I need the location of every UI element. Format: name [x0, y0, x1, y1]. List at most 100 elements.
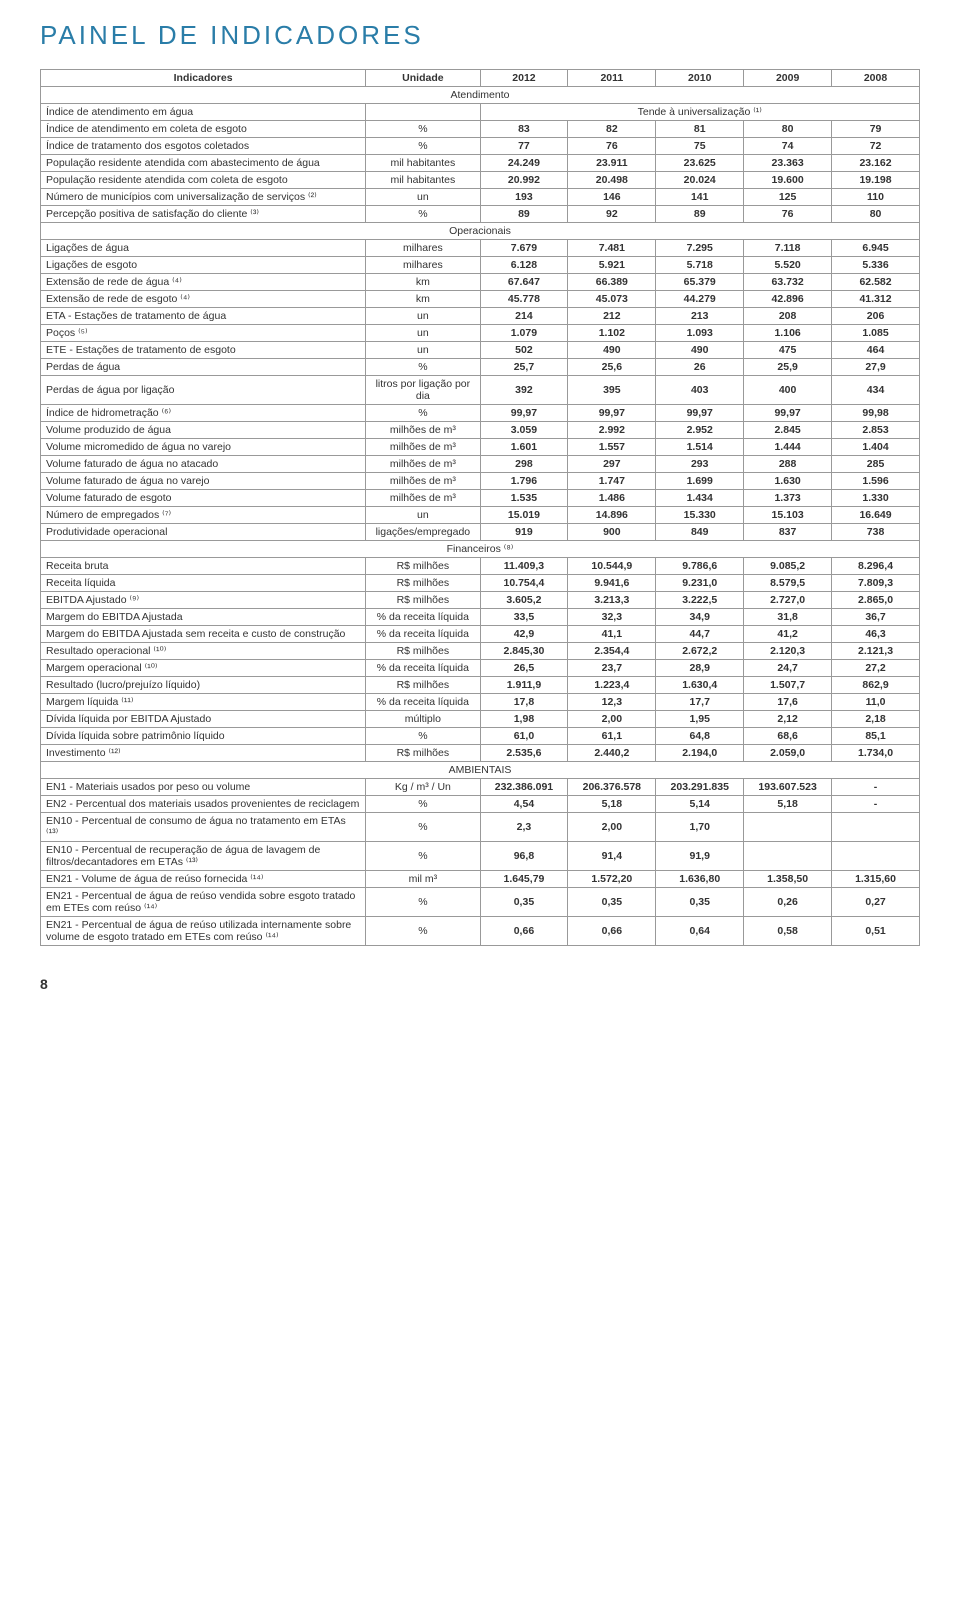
value-cell: 213 — [656, 308, 744, 325]
column-header: 2011 — [568, 70, 656, 87]
value-cell: 0,64 — [656, 917, 744, 946]
unit-cell: un — [366, 308, 480, 325]
indicator-label: Receita bruta — [41, 558, 366, 575]
value-cell: 1.102 — [568, 325, 656, 342]
value-cell: 27,2 — [832, 660, 920, 677]
table-row: Perdas de água por ligaçãolitros por lig… — [41, 376, 920, 405]
table-row: Índice de atendimento em coleta de esgot… — [41, 121, 920, 138]
indicator-label: Margem do EBITDA Ajustada sem receita e … — [41, 626, 366, 643]
value-cell — [832, 813, 920, 842]
value-cell: 7.295 — [656, 240, 744, 257]
value-cell: 2,12 — [744, 711, 832, 728]
indicator-label: Perdas de água — [41, 359, 366, 376]
value-cell: 862,9 — [832, 677, 920, 694]
value-cell: 45.778 — [480, 291, 568, 308]
unit-cell: km — [366, 274, 480, 291]
table-row: Índice de atendimento em águaTende à uni… — [41, 104, 920, 121]
value-cell: 2,00 — [568, 813, 656, 842]
unit-cell: % — [366, 121, 480, 138]
value-cell: 2,3 — [480, 813, 568, 842]
indicator-label: Receita líquida — [41, 575, 366, 592]
value-cell: 7.118 — [744, 240, 832, 257]
value-cell: 3.059 — [480, 422, 568, 439]
indicator-label: EN10 - Percentual de recuperação de água… — [41, 842, 366, 871]
value-cell: 1.557 — [568, 439, 656, 456]
table-header: IndicadoresUnidade20122011201020092008 — [41, 70, 920, 87]
value-cell: 738 — [832, 524, 920, 541]
indicator-label: Dívida líquida sobre patrimônio líquido — [41, 728, 366, 745]
indicator-label: Perdas de água por ligação — [41, 376, 366, 405]
unit-cell: % — [366, 728, 480, 745]
value-cell: 2.672,2 — [656, 643, 744, 660]
value-cell — [832, 842, 920, 871]
value-cell: 1.486 — [568, 490, 656, 507]
value-cell: 293 — [656, 456, 744, 473]
value-cell: 490 — [568, 342, 656, 359]
value-cell: 214 — [480, 308, 568, 325]
value-cell: 400 — [744, 376, 832, 405]
value-cell: 12,3 — [568, 694, 656, 711]
unit-cell: km — [366, 291, 480, 308]
value-cell: 20.992 — [480, 172, 568, 189]
table-row: Dívida líquida sobre patrimônio líquido%… — [41, 728, 920, 745]
value-cell: 99,97 — [656, 405, 744, 422]
value-cell: 16.649 — [832, 507, 920, 524]
indicator-label: ETA - Estações de tratamento de água — [41, 308, 366, 325]
value-cell: 434 — [832, 376, 920, 405]
value-cell: 9.941,6 — [568, 575, 656, 592]
section-row: Atendimento — [41, 87, 920, 104]
unit-cell: Kg / m³ / Un — [366, 779, 480, 796]
value-cell: 5.336 — [832, 257, 920, 274]
value-cell: 1.315,60 — [832, 871, 920, 888]
table-row: População residente atendida com coleta … — [41, 172, 920, 189]
value-cell: 1,98 — [480, 711, 568, 728]
value-cell: 23.625 — [656, 155, 744, 172]
value-cell: 7.809,3 — [832, 575, 920, 592]
indicator-label: Índice de hidrometração ⁽⁶⁾ — [41, 405, 366, 422]
value-cell: 27,9 — [832, 359, 920, 376]
value-cell: 23,7 — [568, 660, 656, 677]
table-row: Percepção positiva de satisfação do clie… — [41, 206, 920, 223]
unit-cell: R$ milhões — [366, 677, 480, 694]
value-cell: 91,4 — [568, 842, 656, 871]
unit-cell: % da receita líquida — [366, 694, 480, 711]
value-cell: 11,0 — [832, 694, 920, 711]
table-row: Extensão de rede de água ⁽⁴⁾km67.64766.3… — [41, 274, 920, 291]
value-cell: 8.579,5 — [744, 575, 832, 592]
value-cell: 2.535,6 — [480, 745, 568, 762]
column-header: 2010 — [656, 70, 744, 87]
value-cell: - — [832, 779, 920, 796]
indicator-label: EN2 - Percentual dos materiais usados pr… — [41, 796, 366, 813]
value-cell: 0,35 — [568, 888, 656, 917]
value-cell: 81 — [656, 121, 744, 138]
value-cell: 141 — [656, 189, 744, 206]
indicator-label: Dívida líquida por EBITDA Ajustado — [41, 711, 366, 728]
value-cell: 24,7 — [744, 660, 832, 677]
indicator-label: Investimento ⁽¹²⁾ — [41, 745, 366, 762]
value-cell: 64,8 — [656, 728, 744, 745]
value-cell: 2,18 — [832, 711, 920, 728]
table-row: Volume micromedido de água no varejomilh… — [41, 439, 920, 456]
value-cell: 17,7 — [656, 694, 744, 711]
table-row: Extensão de rede de esgoto ⁽⁴⁾km45.77845… — [41, 291, 920, 308]
indicator-label: ETE - Estações de tratamento de esgoto — [41, 342, 366, 359]
value-cell: 85,1 — [832, 728, 920, 745]
table-row: EN10 - Percentual de recuperação de água… — [41, 842, 920, 871]
indicator-label: EBITDA Ajustado ⁽⁹⁾ — [41, 592, 366, 609]
unit-cell: % da receita líquida — [366, 609, 480, 626]
value-cell: 1.079 — [480, 325, 568, 342]
value-cell: 2.865,0 — [832, 592, 920, 609]
value-cell: 99,97 — [480, 405, 568, 422]
table-row: Volume faturado de água no varejomilhões… — [41, 473, 920, 490]
unit-cell: milhares — [366, 240, 480, 257]
value-cell: 0,66 — [480, 917, 568, 946]
section-row: Operacionais — [41, 223, 920, 240]
table-row: EN21 - Percentual de água de reúso vendi… — [41, 888, 920, 917]
value-cell: 99,97 — [744, 405, 832, 422]
indicator-label: Margem do EBITDA Ajustada — [41, 609, 366, 626]
value-cell: 298 — [480, 456, 568, 473]
table-row: Margem operacional ⁽¹⁰⁾% da receita líqu… — [41, 660, 920, 677]
value-cell — [744, 842, 832, 871]
value-cell: 297 — [568, 456, 656, 473]
indicator-label: Resultado (lucro/prejuízo líquido) — [41, 677, 366, 694]
